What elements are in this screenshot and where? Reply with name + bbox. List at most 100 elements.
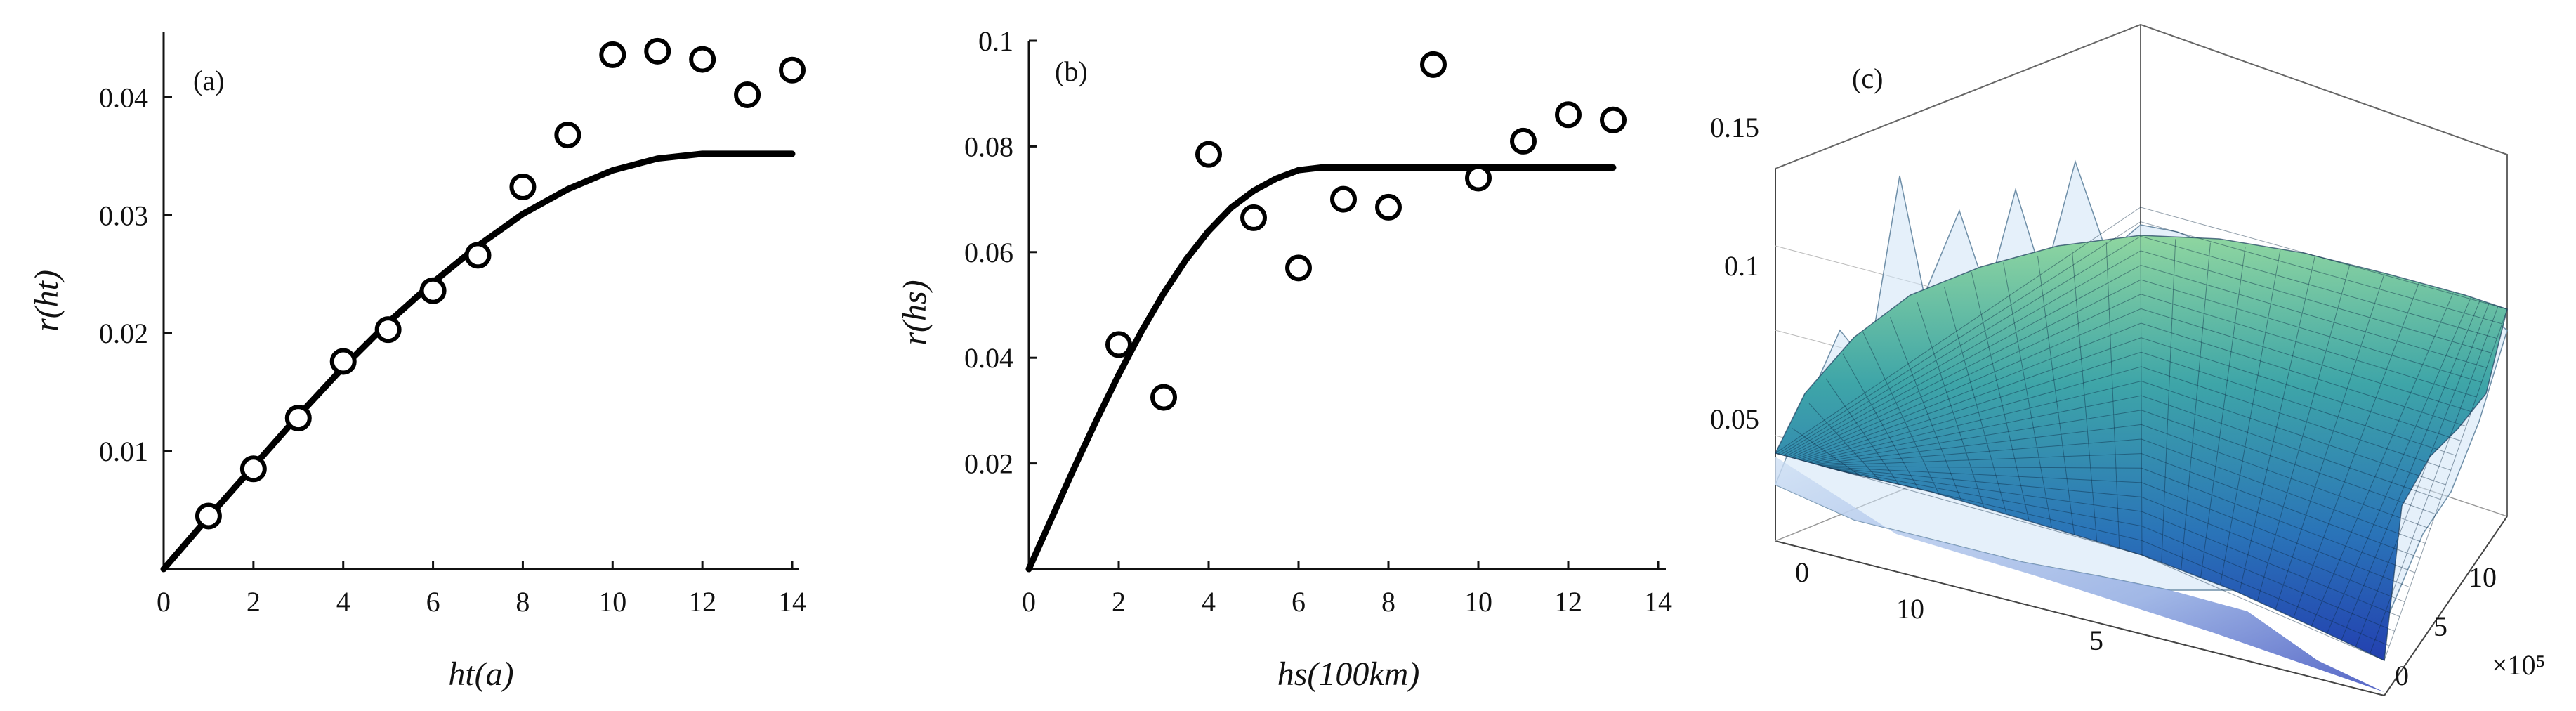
chart-a-data-point: [644, 37, 671, 65]
chart-c-mesh-line: [1971, 272, 2030, 521]
chart-c-mesh-line: [2105, 242, 2120, 549]
chart-c-mesh-line: [2384, 308, 2508, 661]
chart-c-mesh-line: [1792, 428, 1860, 476]
chart-a-data-point: [779, 56, 806, 84]
chart-b-data-point: [1330, 185, 1357, 213]
chart-c-mesh-line: [1825, 378, 1899, 485]
chart-b-panel-label: (b): [1055, 56, 1088, 87]
chart-a-xtick-label: 12: [688, 586, 716, 618]
chart-c-mesh-line: [1821, 453, 2421, 559]
chart-c-mesh-line: [2181, 242, 2211, 570]
chart-c-mesh-line: [1783, 250, 2492, 456]
chart-b-xtick-label: 0: [1022, 586, 1036, 618]
chart-a-xtick-label: 0: [157, 586, 171, 618]
chart-b-ytick-label: 0.06: [964, 237, 1013, 268]
chart-c-left-tick-label: 10: [1896, 593, 1924, 625]
chart-c-mesh-line: [1780, 235, 2497, 455]
chart-c-right-tick-label: 10: [2469, 561, 2497, 593]
chart-b-data-point: [1600, 106, 1627, 133]
chart-b-xtick-label: 8: [1381, 586, 1395, 618]
chart-c-mesh-line: [1802, 351, 2457, 461]
chart-b-data-point: [1375, 193, 1402, 221]
chart-c-ztick-label: 0.1: [1724, 250, 1759, 282]
chart-c-mesh-line: [1777, 221, 2502, 455]
chart-c-mesh-line: [2311, 292, 2455, 627]
chart-b-data-point: [1510, 127, 1537, 155]
chart-c-mesh-line: [2219, 250, 2281, 585]
chart-c-mesh-line: [1889, 317, 1962, 502]
chart-b-data-point: [1105, 331, 1132, 358]
chart-b-xtick-label: 12: [1554, 586, 1582, 618]
chart-c-mesh-line: [1786, 264, 2487, 457]
chart-c-mesh-line: [2140, 235, 2143, 556]
chart-c-mesh-line: [2071, 249, 2098, 542]
chart-a-y-label: r(ht): [28, 270, 65, 332]
chart-c-mesh-line: [1799, 337, 2462, 460]
chart-b-y-label: r(hs): [896, 280, 933, 345]
chart-b-ytick-label: 0.04: [964, 342, 1013, 374]
chart-c-mesh-line: [2161, 239, 2176, 563]
chart-a: (a) r(ht) ht(a) 0 2 4 6 8 10 12 14 0.01 0.02 0.03…: [28, 32, 806, 693]
chart-c-underside: [1775, 457, 2384, 692]
chart-c-mesh-line: [1810, 395, 2441, 500]
chart-c-multiplier-label: ×10⁵: [2492, 649, 2546, 681]
chart-b-data-point: [1240, 204, 1267, 231]
chart-a-ytick-label: 0.01: [99, 436, 148, 467]
chart-c-mesh-line: [2355, 303, 2490, 647]
chart-c-ztick-label: 0.05: [1710, 403, 1759, 435]
chart-b-data-point: [1195, 141, 1222, 168]
chart-c-box-right-edges: [2140, 24, 2508, 516]
chart-a-xtick-label: 6: [426, 586, 440, 618]
chart-b-data-point: [1465, 164, 1492, 192]
chart-c-mesh-line: [1839, 470, 2385, 661]
chart-a-data-point: [239, 455, 267, 483]
chart-a-fit-curve: [160, 150, 796, 573]
chart-c-mesh-line: [1842, 353, 1919, 489]
chart-c-mesh-line: [1829, 467, 2405, 603]
chart-a-data-point: [419, 277, 447, 304]
chart-a-data-point: [689, 46, 716, 73]
chart-a-ytick-label: 0.03: [99, 200, 148, 231]
chart-b-xtick-label: 6: [1292, 586, 1306, 618]
chart-c-mesh-line: [1837, 469, 2390, 646]
chart-c-mesh-line: [1794, 308, 2472, 459]
chart-c-surface-mesh: [1775, 207, 2508, 661]
chart-a-xtick-label: 10: [598, 586, 626, 618]
chart-a-xtick-label: 8: [515, 586, 530, 618]
chart-c-mesh-line: [1823, 466, 2415, 573]
chart-a-data-point: [464, 242, 492, 269]
chart-c-mesh-line: [2003, 262, 2052, 528]
chart-c-mesh-line: [2293, 282, 2419, 618]
chart-a-data-point: [284, 405, 312, 432]
chart-c-mesh-line: [1791, 294, 2477, 458]
chart-c-mesh-line: [2341, 299, 2480, 641]
chart-b-ytick-label: 0.1: [978, 25, 1013, 57]
chart-c-box-front-right: [2384, 516, 2508, 696]
chart-b-data-point: [1285, 254, 1312, 282]
chart-c-mesh-line: [1826, 467, 2410, 588]
chart-b-xtick-label: 4: [1202, 586, 1216, 618]
chart-c-mesh-line: [1808, 403, 1880, 481]
chart-b-ytick-label: 0.08: [964, 131, 1013, 162]
chart-c-mesh-line: [2275, 273, 2385, 610]
chart-c-mesh-line: [1805, 366, 2451, 471]
chart-a-panel-label: (a): [193, 65, 224, 96]
chart-a-xtick-label: 14: [778, 586, 806, 618]
chart-c-mesh-line: [2370, 306, 2499, 654]
chart-b-x-label: hs(100km): [1277, 655, 1420, 693]
chart-b-data-point: [1150, 384, 1177, 411]
chart-a-ytick-label: 0.02: [99, 318, 148, 349]
chart-b-data-point: [1420, 51, 1447, 78]
chart-c-ztick-label: 0.15: [1710, 112, 1759, 143]
chart-c-mesh-line: [1862, 332, 1940, 495]
chart-c-left-tick-label: 5: [2089, 625, 2103, 656]
chart-b: (b) r(hs) hs(100km) 0 2 4 6 8 10 12 14 0.02 0.04…: [896, 25, 1672, 693]
chart-c-left-tick-label: 0: [1795, 556, 1809, 588]
chart-b-xtick-label: 2: [1112, 586, 1126, 618]
chart-a-ytick-label: 0.04: [99, 81, 148, 113]
chart-c-mesh-line: [1775, 207, 2508, 454]
chart-c-mesh-line: [1944, 287, 2007, 515]
chart-a-data-point: [509, 173, 537, 200]
chart-a-data-point: [599, 41, 626, 68]
